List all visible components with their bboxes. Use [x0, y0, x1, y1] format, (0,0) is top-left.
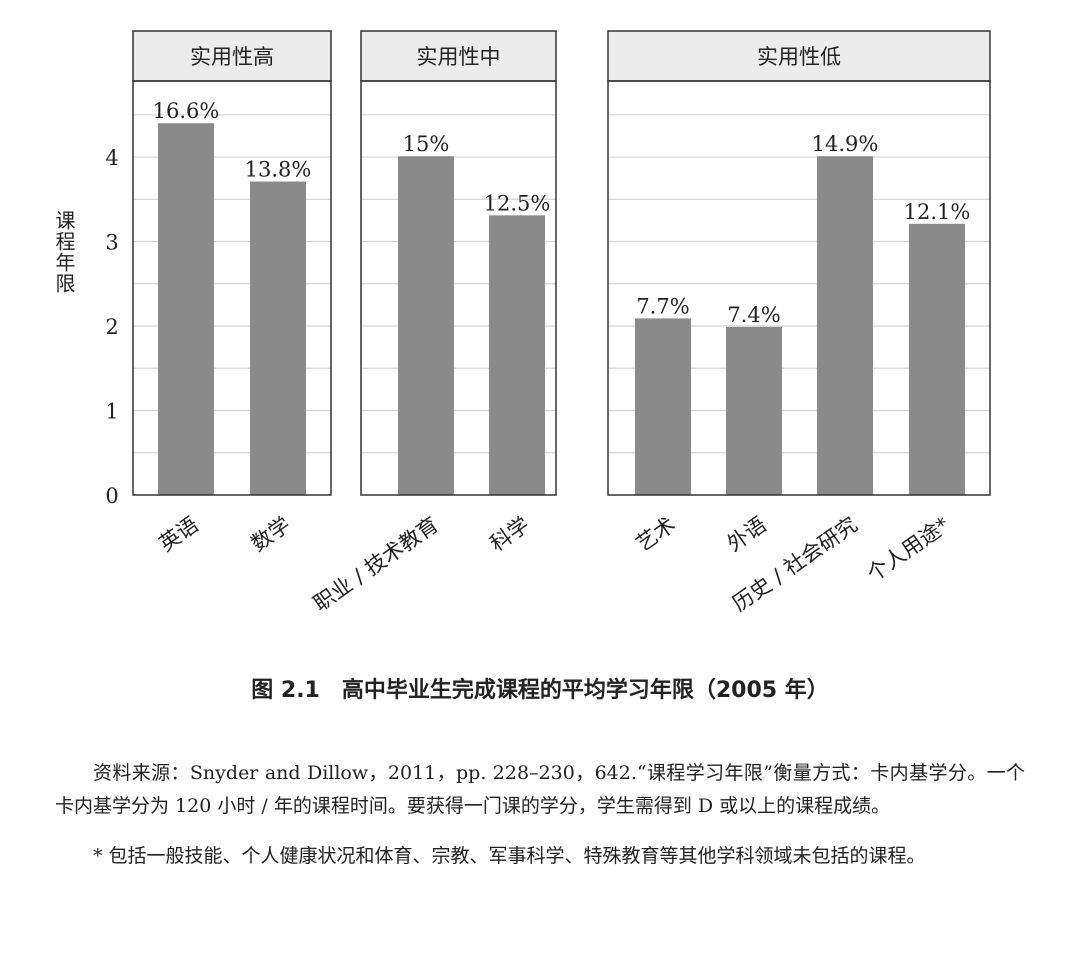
panel-border	[607, 80, 991, 496]
data-label: 16.6%	[153, 99, 220, 123]
y-tick-label: 2	[105, 315, 118, 339]
y-axis-label: 课程年限	[52, 210, 76, 294]
data-label: 12.5%	[484, 191, 551, 215]
panel-border	[360, 80, 557, 496]
y-tick-label: 0	[105, 484, 118, 508]
bar	[250, 181, 306, 496]
data-label: 7.4%	[727, 303, 780, 327]
bar	[158, 123, 214, 495]
panel-title: 实用性高	[190, 45, 274, 69]
panel-border	[132, 80, 332, 496]
x-tick-label: 外语	[723, 512, 771, 556]
figure-notes: 资料来源：Snyder and Dillow，2011，pp. 228–230，…	[55, 757, 1025, 873]
panel-header	[360, 30, 557, 82]
y-tick-label: 1	[105, 400, 118, 424]
x-tick-label: 科学	[486, 512, 534, 556]
bar	[635, 318, 691, 495]
source-note: 资料来源：Snyder and Dillow，2011，pp. 228–230，…	[55, 762, 1025, 817]
data-label: 7.7%	[636, 294, 689, 318]
data-label: 15%	[403, 132, 450, 156]
panel-title: 实用性中	[417, 45, 501, 69]
bar	[489, 215, 545, 495]
data-label: 13.8%	[245, 158, 312, 182]
bar	[398, 156, 454, 495]
chart-panel: 实用性中 15% 职业 / 技术教育 12.5% 科学	[309, 30, 557, 616]
panel-title: 实用性低	[757, 45, 841, 69]
x-tick-label: 数学	[247, 512, 295, 556]
bar	[817, 156, 873, 495]
y-tick-label: 4	[105, 146, 118, 170]
x-tick-label: 个人用途*	[863, 512, 954, 586]
x-tick-label: 英语	[155, 512, 203, 556]
panel-header	[607, 30, 991, 82]
x-tick-label: 艺术	[632, 512, 680, 556]
chart-panel: 实用性高 16.6% 英语 13.8% 数学	[132, 30, 332, 556]
figure-caption: 图 2.1 高中毕业生完成课程的平均学习年限（2005 年）	[251, 678, 829, 703]
data-label: 12.1%	[904, 200, 971, 224]
panel-header	[132, 30, 332, 82]
footnote: * 包括一般技能、个人健康状况和体育、宗教、军事科学、特殊教育等其他学科领域未包…	[93, 845, 926, 867]
x-tick-label: 职业 / 技术教育	[309, 512, 443, 616]
bar-chart: 0 1 2 3 4 实用性高 16.6% 英语 13.8% 数学 实用性中 15% 职业 / 技术教育…	[105, 30, 991, 616]
bar	[726, 326, 782, 495]
data-label: 14.9%	[812, 132, 879, 156]
y-tick-label: 3	[105, 231, 118, 255]
bar	[909, 223, 965, 495]
